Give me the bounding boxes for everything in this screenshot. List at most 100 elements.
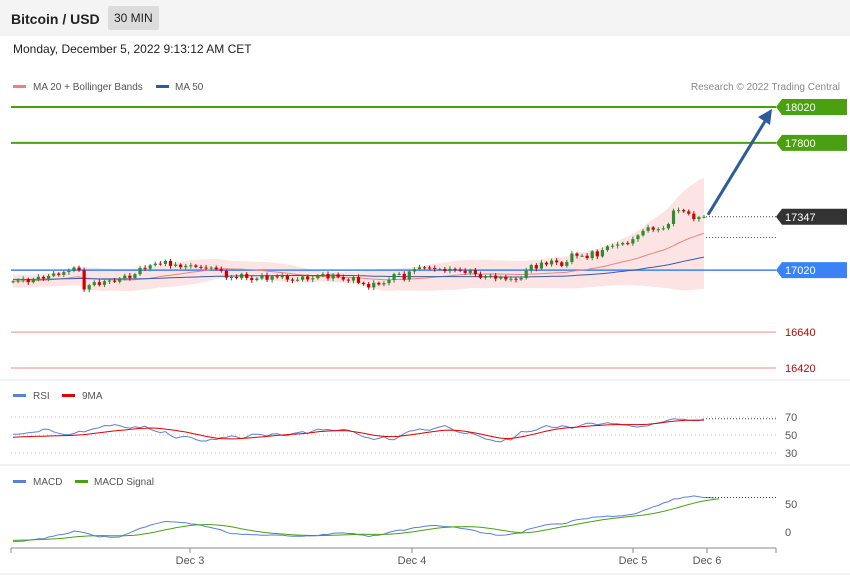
candle-body xyxy=(473,269,477,275)
candle-body xyxy=(448,268,452,272)
macd-panel: 0 50 xyxy=(12,495,797,543)
candle-body xyxy=(245,274,249,278)
candle-body xyxy=(407,271,411,280)
candle-body xyxy=(499,276,503,279)
candle-body xyxy=(107,280,112,282)
candle-body xyxy=(687,211,691,214)
macd-tick-label: 50 xyxy=(785,499,797,511)
candle-body xyxy=(697,217,701,220)
candle-body xyxy=(72,267,76,271)
rsi-line xyxy=(12,418,705,443)
candle-body xyxy=(356,276,361,283)
candle-body xyxy=(265,275,269,280)
last-price-label: 17347 xyxy=(785,212,816,224)
legend-swatch-ma20 xyxy=(13,85,26,88)
candle-body xyxy=(21,278,25,281)
candle-body xyxy=(46,275,51,279)
candle-body xyxy=(422,267,427,269)
candle-body xyxy=(509,278,513,280)
legend-label-rsi: RSI xyxy=(33,391,50,402)
legend-label-ma50: MA 50 xyxy=(175,82,204,93)
candle-body xyxy=(194,265,198,267)
candle-body xyxy=(316,275,320,279)
rsi-tick-label: 70 xyxy=(785,412,797,424)
candle-body xyxy=(524,270,528,278)
candle-body xyxy=(539,262,544,269)
candle-body xyxy=(123,275,127,279)
candle-body xyxy=(555,260,559,263)
timestamp: Monday, December 5, 2022 9:13:12 AM CET xyxy=(13,42,252,56)
forecast-arrow-shaft xyxy=(706,117,769,216)
candle-body xyxy=(489,275,493,277)
candle-body xyxy=(361,282,366,284)
candle-body xyxy=(214,267,218,270)
resistance-label: 17800 xyxy=(785,138,816,150)
instrument-title: Bitcoin / USD xyxy=(11,11,100,27)
candle-body xyxy=(575,253,579,256)
candle-body xyxy=(468,269,472,273)
candle-body xyxy=(138,267,142,275)
candle-body xyxy=(438,268,442,270)
candle-body xyxy=(209,267,213,269)
resistance-label-tag xyxy=(776,134,847,151)
x-axis-tick-label: Dec 5 xyxy=(619,555,648,567)
candle-body xyxy=(113,280,117,282)
candle-body xyxy=(311,278,315,280)
timeframe-badge[interactable]: 30 MIN xyxy=(108,6,159,30)
candle-body xyxy=(280,275,284,278)
price-legend: MA 20 + Bollinger Bands MA 50 xyxy=(13,82,204,93)
candle-body xyxy=(250,277,254,281)
legend-swatch-macd xyxy=(13,480,26,483)
candle-body xyxy=(544,262,549,265)
candle-body xyxy=(402,273,406,280)
candle-body xyxy=(692,213,696,220)
candle-body xyxy=(565,261,569,266)
candle-body xyxy=(326,274,330,279)
header-bar: Bitcoin / USD 30 MIN xyxy=(0,0,850,36)
candle-body xyxy=(646,227,650,231)
candle-body xyxy=(483,276,488,278)
candle-body xyxy=(163,260,168,264)
candle-body xyxy=(463,270,467,273)
candle-body xyxy=(666,223,671,229)
candle-body xyxy=(494,275,498,279)
candle-body xyxy=(270,276,274,280)
candle-body xyxy=(626,243,630,245)
candle-body xyxy=(184,265,188,268)
candle-body xyxy=(656,229,660,231)
candle-body xyxy=(346,279,350,281)
candle-body xyxy=(189,265,193,267)
legend-swatch-macd-signal xyxy=(75,480,88,483)
forecast-arrow-head xyxy=(758,109,772,125)
candle-body xyxy=(224,270,228,278)
candle-body xyxy=(52,273,56,276)
candle-body xyxy=(133,274,137,278)
x-axis: Dec 3 Dec 4 Dec 5 Dec 6 xyxy=(10,547,777,567)
candle-body xyxy=(285,275,289,280)
candle-body xyxy=(595,251,599,257)
candle-body xyxy=(377,282,381,285)
candle-body xyxy=(229,276,234,278)
rsi-legend: RSI 9MA xyxy=(13,391,103,402)
candle-body xyxy=(682,210,686,212)
credit-text: Research © 2022 Trading Central xyxy=(691,82,840,93)
rsi-tick-label: 30 xyxy=(785,448,797,460)
pivot-label-tag xyxy=(776,262,847,279)
resistance-label: 18020 xyxy=(785,102,816,114)
candle-body xyxy=(351,276,356,281)
candle-body xyxy=(641,230,645,236)
macd-line xyxy=(12,495,715,543)
bollinger-band-area xyxy=(13,177,704,291)
candle-body xyxy=(275,276,279,278)
candle-body xyxy=(341,277,345,280)
candle-body xyxy=(62,272,66,275)
candle-body xyxy=(580,255,584,257)
candle-body xyxy=(676,210,681,212)
candle-body xyxy=(621,243,625,245)
candle-body xyxy=(605,246,610,251)
candle-body xyxy=(636,235,640,240)
candle-body xyxy=(77,267,81,271)
forecast-arrow xyxy=(706,109,772,216)
candle-body xyxy=(651,227,655,230)
